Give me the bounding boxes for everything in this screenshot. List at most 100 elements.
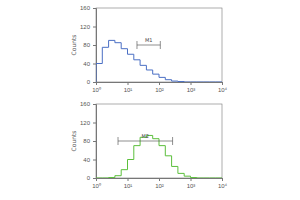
histogram-bin — [178, 166, 184, 173]
x-tick: 10³ — [187, 82, 196, 93]
y-axis-title: Counts — [70, 131, 77, 152]
y-axis: 0 40 80 120 160 — [80, 5, 97, 85]
y-tick-mark — [93, 123, 96, 124]
x-tick: 10⁴ — [218, 82, 228, 93]
y-tick: 160 — [80, 101, 96, 107]
y-tick: 80 — [83, 42, 96, 48]
histogram-bin — [159, 139, 165, 146]
x-tick: 10² — [155, 178, 164, 189]
histogram-bin — [146, 65, 152, 70]
x-axis: 10⁰ 10¹ 10² 10³ 10⁴ — [92, 82, 227, 93]
x-tick-label: 10² — [155, 183, 164, 189]
histogram-bin — [197, 177, 203, 178]
y-tick-label: 160 — [80, 5, 91, 11]
x-tick: 10¹ — [124, 178, 133, 189]
x-tick-mark — [222, 178, 223, 181]
y-tick-mark — [93, 27, 96, 28]
y-tick-mark — [93, 141, 96, 142]
histogram-bin — [216, 178, 222, 179]
x-tick-mark — [191, 178, 192, 181]
histogram-bin — [197, 82, 203, 83]
histogram-bin — [115, 40, 121, 42]
histogram-bin — [128, 49, 134, 55]
x-tick: 10⁰ — [92, 82, 101, 93]
x-tick: 10³ — [187, 178, 196, 189]
histogram-bin — [203, 178, 209, 179]
y-tick-label: 80 — [83, 138, 90, 144]
x-tick-label: 10⁴ — [218, 87, 228, 93]
histogram-bin — [172, 80, 178, 81]
histogram-bin — [178, 81, 184, 82]
histogram-bin — [184, 173, 190, 176]
x-axis: 10⁰ 10¹ 10² 10³ 10⁴ — [92, 178, 227, 189]
plot-frame — [96, 8, 222, 82]
y-tick: 80 — [83, 138, 96, 144]
y-tick-label: 160 — [80, 101, 91, 107]
y-tick-label: 80 — [83, 42, 90, 48]
panel: 10⁰ 10¹ 10² 10³ 10⁴ 0 40 80 120 160 Counts M1 — [70, 5, 228, 92]
y-axis-line — [93, 105, 97, 179]
x-tick-mark — [128, 178, 129, 181]
y-tick: 120 — [80, 24, 96, 30]
histogram-bin — [153, 135, 159, 138]
histogram-bin — [153, 70, 159, 74]
histogram-bin — [102, 178, 108, 179]
histogram-bin — [96, 64, 102, 83]
histogram-bin — [165, 77, 171, 79]
y-tick-label: 120 — [80, 120, 91, 126]
y-tick-mark — [93, 82, 96, 83]
y-axis-title: Counts — [70, 35, 77, 56]
x-axis-line — [97, 83, 223, 86]
histogram-bin — [209, 82, 215, 83]
histogram-bin — [134, 146, 140, 160]
y-tick: 120 — [80, 120, 96, 126]
histogram-bin — [140, 60, 146, 66]
y-tick-mark — [93, 64, 96, 65]
x-tick-label: 10³ — [187, 183, 196, 189]
y-axis: 0 40 80 120 160 — [80, 101, 97, 181]
panel: 10⁰10¹10²10³10⁴04080120160CountsM2 — [70, 101, 228, 188]
x-tick: 10⁴ — [218, 178, 228, 189]
x-tick-mark — [159, 178, 160, 181]
x-tick-label: 10¹ — [124, 87, 133, 93]
histogram-bin — [121, 170, 127, 176]
plot-frame — [96, 104, 222, 178]
y-axis-line — [93, 9, 97, 83]
y-tick-label: 0 — [87, 175, 91, 181]
x-tick-label: 10³ — [187, 87, 196, 93]
histogram-bin — [134, 54, 140, 60]
gate-label: M1 — [145, 37, 153, 43]
figure: 10⁰ 10¹ 10² 10³ 10⁴ 0 40 80 120 160 Counts M1 10⁰ 10¹… — [0, 0, 300, 200]
y-tick-label: 40 — [83, 61, 90, 67]
y-tick: 40 — [83, 157, 96, 163]
y-tick-mark — [93, 178, 96, 179]
histogram-bin — [216, 82, 222, 83]
x-tick-label: 10¹ — [124, 183, 133, 189]
histogram-bin — [165, 146, 171, 156]
x-tick-label: 10⁴ — [218, 183, 228, 189]
x-tick-mark — [222, 82, 223, 85]
histogram-bin — [159, 74, 165, 77]
histogram-bin — [209, 178, 215, 179]
histogram-bin — [109, 40, 115, 47]
x-tick: 10¹ — [124, 82, 133, 93]
histogram-bin — [121, 43, 127, 49]
y-tick: 0 — [87, 79, 96, 85]
histogram-bin — [191, 176, 197, 177]
histogram-bin — [102, 47, 108, 63]
x-tick-mark — [128, 82, 129, 85]
histogram — [96, 135, 222, 178]
y-tick: 40 — [83, 61, 96, 67]
x-tick-label: 10⁰ — [92, 86, 101, 93]
histogram-bin — [128, 160, 134, 170]
y-tick-mark — [93, 104, 96, 105]
markers: M1 — [137, 37, 160, 49]
y-tick-label: 40 — [83, 157, 90, 163]
x-axis-line — [97, 179, 223, 182]
x-tick-mark — [159, 82, 160, 85]
histogram-bin — [203, 82, 209, 83]
y-tick-mark — [93, 160, 96, 161]
histogram-bin — [172, 156, 178, 167]
x-tick: 10⁰ — [92, 178, 101, 189]
x-tick-label: 10² — [155, 87, 164, 93]
